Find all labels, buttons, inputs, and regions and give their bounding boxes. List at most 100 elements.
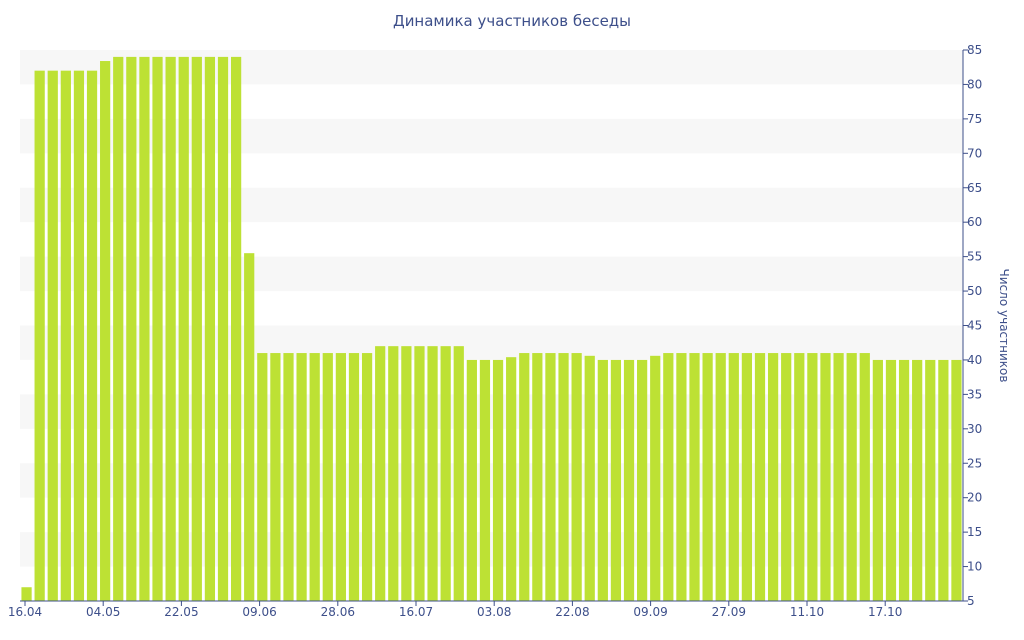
bar[interactable] bbox=[676, 353, 687, 601]
bar[interactable] bbox=[898, 359, 910, 601]
bar[interactable] bbox=[571, 353, 582, 601]
bar[interactable] bbox=[610, 359, 622, 601]
bar[interactable] bbox=[767, 353, 779, 601]
bar[interactable] bbox=[60, 70, 71, 601]
y-tick-label: 50 bbox=[967, 284, 982, 298]
bar[interactable] bbox=[558, 353, 569, 601]
bar[interactable] bbox=[584, 355, 595, 601]
bar[interactable] bbox=[113, 56, 124, 601]
bar[interactable] bbox=[401, 346, 412, 601]
bar[interactable] bbox=[466, 359, 477, 601]
bar[interactable] bbox=[951, 359, 962, 601]
bar[interactable] bbox=[492, 359, 504, 601]
x-tick-label: 09.06 bbox=[242, 605, 276, 619]
bar[interactable] bbox=[191, 56, 202, 601]
bar[interactable] bbox=[427, 346, 438, 601]
bar[interactable] bbox=[296, 353, 307, 601]
bar[interactable] bbox=[231, 56, 242, 601]
bar[interactable] bbox=[715, 353, 726, 601]
bar[interactable] bbox=[728, 353, 739, 601]
bar[interactable] bbox=[833, 353, 844, 601]
bar[interactable] bbox=[846, 353, 857, 601]
x-tick-label: 16.07 bbox=[399, 605, 433, 619]
bar[interactable] bbox=[178, 56, 189, 601]
bar[interactable] bbox=[650, 355, 661, 601]
bar[interactable] bbox=[139, 56, 150, 601]
bar[interactable] bbox=[126, 56, 137, 601]
bar[interactable] bbox=[885, 359, 897, 601]
bar[interactable] bbox=[925, 359, 936, 601]
bar[interactable] bbox=[217, 56, 229, 601]
bar[interactable] bbox=[872, 359, 883, 601]
x-tick-label: 17.10 bbox=[868, 605, 902, 619]
bar[interactable] bbox=[165, 56, 176, 601]
grid-band bbox=[20, 50, 963, 85]
grid-band bbox=[20, 187, 963, 223]
y-tick-label: 25 bbox=[967, 456, 982, 470]
grid-band bbox=[20, 532, 963, 567]
bar[interactable] bbox=[637, 359, 648, 601]
bar[interactable] bbox=[100, 61, 111, 601]
y-tick-label: 40 bbox=[967, 353, 982, 367]
y-tick-label: 70 bbox=[967, 146, 982, 160]
bar[interactable] bbox=[34, 70, 45, 601]
bar[interactable] bbox=[820, 353, 831, 601]
bar[interactable] bbox=[388, 346, 399, 601]
bar[interactable] bbox=[86, 70, 98, 601]
x-tick-label: 04.05 bbox=[86, 605, 120, 619]
bar[interactable] bbox=[506, 357, 517, 601]
bar[interactable] bbox=[257, 353, 268, 601]
bar[interactable] bbox=[479, 359, 491, 601]
bar[interactable] bbox=[414, 346, 425, 601]
bar[interactable] bbox=[794, 353, 805, 601]
chart-title: Динамика участников беседы bbox=[392, 12, 632, 30]
bar[interactable] bbox=[244, 253, 255, 601]
y-tick-label: 85 bbox=[967, 43, 982, 57]
bar[interactable] bbox=[270, 353, 281, 601]
bar[interactable] bbox=[597, 359, 608, 601]
bar[interactable] bbox=[754, 353, 766, 601]
x-tick-label: 22.05 bbox=[164, 605, 198, 619]
bar[interactable] bbox=[663, 353, 674, 601]
bar[interactable] bbox=[361, 353, 373, 601]
bar[interactable] bbox=[702, 353, 713, 601]
x-tick-label: 22.08 bbox=[555, 605, 589, 619]
y-tick-label: 55 bbox=[967, 250, 982, 264]
bar[interactable] bbox=[453, 346, 464, 601]
x-axis: 16.04 04.05 22.05 09.06 28.06 16.07 03.08 22.08… bbox=[8, 600, 963, 619]
bar[interactable] bbox=[283, 353, 294, 601]
bar[interactable] bbox=[859, 353, 870, 601]
bar[interactable] bbox=[623, 359, 635, 601]
bar[interactable] bbox=[21, 587, 32, 601]
y-tick-label: 5 bbox=[967, 594, 975, 608]
bar[interactable] bbox=[741, 353, 753, 601]
bar[interactable] bbox=[73, 70, 85, 601]
x-tick-label: 11.10 bbox=[790, 605, 824, 619]
bar[interactable] bbox=[335, 353, 346, 601]
bar[interactable] bbox=[375, 346, 386, 601]
x-tick-label: 28.06 bbox=[321, 605, 355, 619]
bar[interactable] bbox=[689, 353, 700, 601]
y-tick-label: 35 bbox=[967, 387, 982, 401]
bar[interactable] bbox=[204, 56, 216, 601]
bar[interactable] bbox=[348, 353, 360, 601]
bar[interactable] bbox=[807, 353, 818, 601]
bar[interactable] bbox=[152, 56, 163, 601]
x-tick-label: 27.09 bbox=[712, 605, 746, 619]
grid-band bbox=[20, 325, 963, 360]
bar[interactable] bbox=[912, 359, 923, 601]
bar[interactable] bbox=[781, 353, 792, 601]
y-tick-label: 10 bbox=[967, 560, 982, 574]
y-tick-label: 30 bbox=[967, 422, 982, 436]
x-tick-label: 09.09 bbox=[633, 605, 667, 619]
bar[interactable] bbox=[532, 353, 543, 601]
bar[interactable] bbox=[47, 70, 58, 601]
bar[interactable] bbox=[440, 346, 451, 601]
bar[interactable] bbox=[309, 353, 320, 601]
bar[interactable] bbox=[322, 353, 333, 601]
grid-band bbox=[20, 256, 963, 292]
bar[interactable] bbox=[519, 353, 530, 601]
bar[interactable] bbox=[545, 353, 556, 601]
bar[interactable] bbox=[938, 359, 949, 601]
